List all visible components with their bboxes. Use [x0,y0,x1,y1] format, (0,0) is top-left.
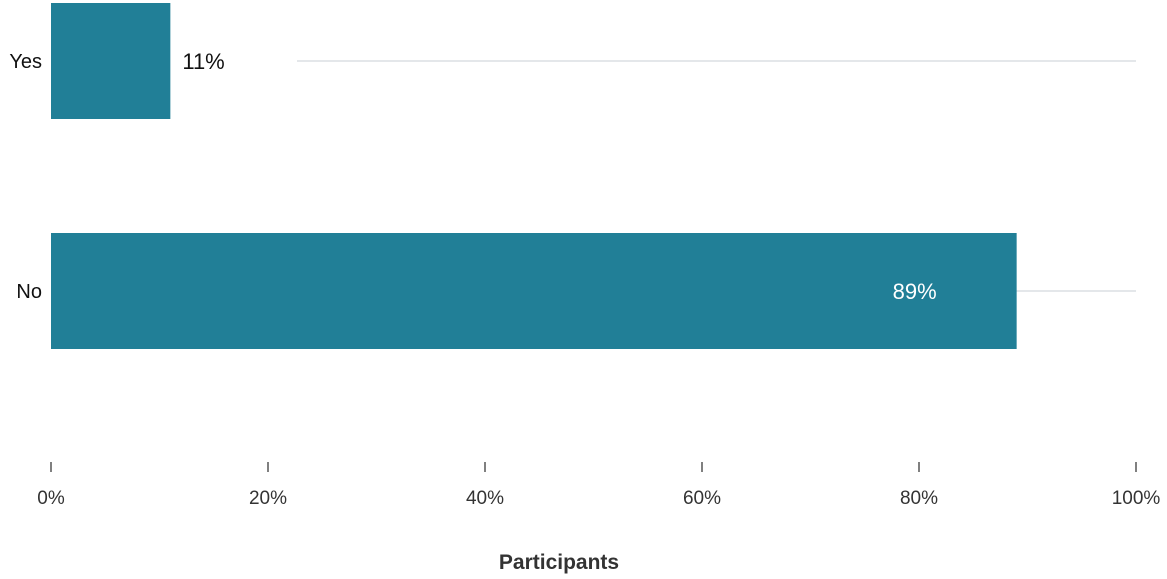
data-label-yes: 11% [182,49,224,74]
x-tick-label-100: 100% [1112,488,1161,509]
gridlines [297,60,1136,292]
x-tick-label-0: 0% [37,488,65,509]
category-label-yes: Yes [9,51,42,73]
category-label-no: No [16,281,42,303]
bar-no [51,233,1017,349]
x-tick-label-80: 80% [900,488,938,509]
x-tick-label-20: 20% [249,488,287,509]
bar-yes [51,3,171,119]
category-labels: Yes No [9,51,42,303]
data-labels: 11% 89% [182,49,936,304]
data-label-no: 89% [893,279,937,304]
x-tick-label-40: 40% [466,488,504,509]
x-tick-label-60: 60% [683,488,721,509]
bars [51,3,1017,349]
x-axis-title: Participants [499,551,619,574]
x-axis: 0% 20% 40% 60% 80% 100% [37,462,1160,509]
